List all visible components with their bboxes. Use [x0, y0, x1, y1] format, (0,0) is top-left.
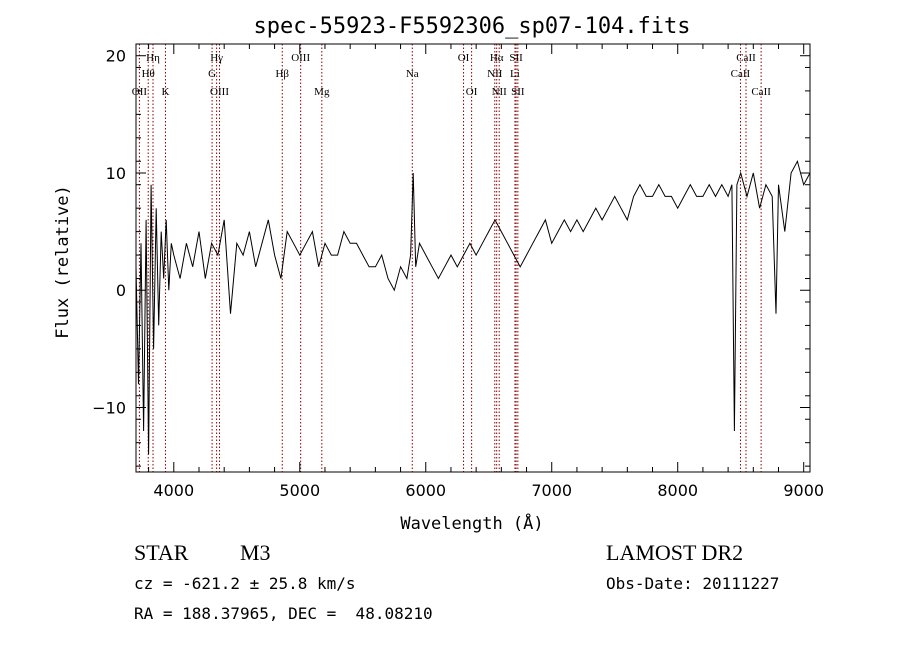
spectral-line-label: NII	[487, 68, 503, 80]
observation-date: Obs-Date: 20111227	[606, 574, 780, 593]
x-tick-label: 6000	[405, 481, 446, 500]
spectral-line-label: SII	[509, 52, 523, 64]
spectral-line-label: Hβ	[275, 68, 289, 80]
spectral-line-label: Na	[406, 68, 419, 80]
y-tick-label: −10	[92, 399, 126, 418]
spectral-line-label: CaII	[731, 68, 751, 80]
spectral-line-label: OI	[466, 86, 478, 98]
object-type: STAR	[134, 540, 189, 565]
x-tick-label: 7000	[531, 481, 572, 500]
spectral-line-label: OI	[458, 52, 470, 64]
spectral-line-label: Li	[510, 68, 520, 80]
flux-line	[135, 159, 811, 455]
spectral-line-label: CaII	[751, 86, 771, 98]
x-axis-label: Wavelength (Å)	[400, 512, 543, 534]
survey-name: LAMOST DR2	[606, 540, 744, 565]
y-tick-label: 20	[106, 47, 126, 66]
spectral-line-label: G	[208, 68, 216, 80]
spectral-line-label: K	[162, 86, 170, 98]
spectral-line-markers	[138, 44, 762, 472]
spectral-line-label: OIII	[210, 86, 229, 98]
spectral-line-label: Hγ	[210, 52, 223, 64]
tick-labels: 4000 5000 6000 7000 8000 9000 −10 0 10 20	[92, 47, 824, 500]
redshift-velocity: cz = -621.2 ± 25.8 km/s	[134, 574, 356, 593]
spectral-line-label: Hη	[146, 52, 160, 64]
chart-title: spec-55923-F5592306_sp07-104.fits	[253, 14, 690, 39]
spectral-line-label: Hα	[490, 52, 504, 64]
spectral-line-label: SII	[511, 86, 525, 98]
plot-frame	[135, 43, 811, 473]
spectral-line-label: NII	[492, 86, 508, 98]
y-axis-label: Flux (relative)	[53, 185, 73, 339]
y-tick-label: 0	[116, 281, 126, 300]
plot-axes	[135, 43, 811, 473]
y-tick-label: 10	[106, 164, 126, 183]
spectral-line-label: OIII	[291, 52, 310, 64]
spectral-line-label: OII	[132, 86, 148, 98]
spectral-line-label: Mg	[314, 86, 330, 98]
spectral-subclass: M3	[240, 540, 271, 565]
ra-dec-coordinates: RA = 188.37965, DEC = 48.08210	[134, 604, 433, 623]
x-tick-label: 4000	[153, 481, 194, 500]
x-tick-label: 5000	[279, 481, 320, 500]
spectral-line-label: Hθ	[142, 68, 155, 80]
spectral-line-label: CaII	[736, 52, 756, 64]
flux-series	[135, 159, 811, 455]
x-tick-label: 8000	[657, 481, 698, 500]
x-tick-label: 9000	[783, 481, 824, 500]
